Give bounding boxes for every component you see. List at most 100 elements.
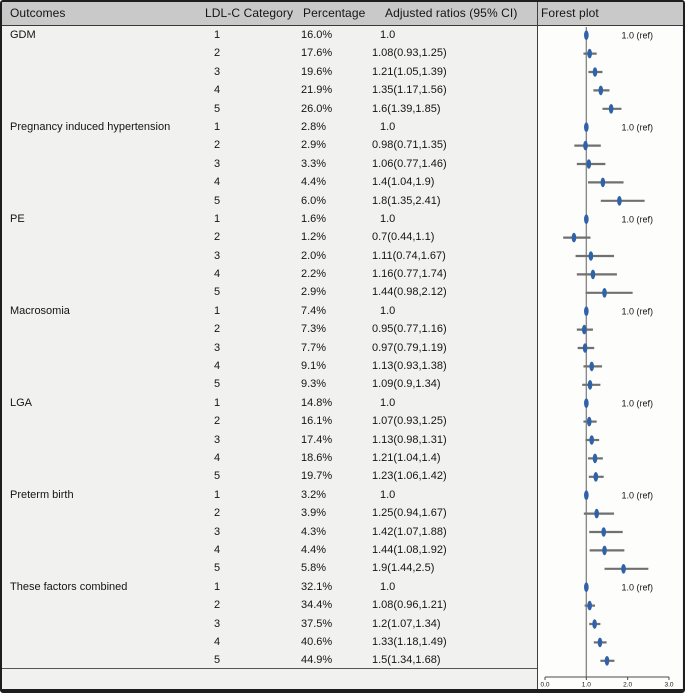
table-row: 2 16.1% 1.07(0.93,1.25) [2,412,537,430]
adjusted-ratio-value: 0.98(0.71,1.35) [372,139,447,152]
percentage-value: 18.6% [301,451,333,464]
estimate-marker [593,472,599,482]
forest-plot: 1.0 (ref) 1.0 (ref) 1.0 (ref) 1.0 (ref) 1.0 … [537,2,682,689]
estimate-marker [592,619,597,629]
adjusted-ratio-value: 1.0 [380,120,396,133]
ref-label: 1.0 (ref) [621,491,653,501]
estimate-marker [581,324,587,335]
adjusted-ratio-value: 1.35(1.17,1.56) [372,84,447,97]
table-row: 3 4.3% 1.42(1.07,1.88) [2,523,537,541]
table-row: 4 4.4% 1.44(1.08,1.92) [2,541,537,559]
percentage-value: 9.3% [301,378,327,391]
outcome-label: LGA [10,396,33,409]
col-header-percentage: Percentage [303,6,366,20]
percentage-value: 3.2% [301,488,327,501]
ref-marker [584,30,589,40]
ldlc-category-value: 3 [214,617,221,630]
estimate-marker [582,343,588,353]
table-row: PE 1 1.6% 1.0 [2,210,537,228]
ldlc-category-value: 2 [214,47,221,60]
adjusted-ratio-value: 1.0 [380,396,396,409]
percentage-value: 32.1% [301,580,333,593]
percentage-value: 7.3% [301,323,327,336]
ldlc-category-value: 5 [214,102,221,115]
outcome-label: These factors combined [10,580,128,593]
ldlc-category-value: 2 [214,415,221,428]
adjusted-ratio-value: 1.08(0.96,1.21) [372,599,447,612]
adjusted-ratio-value: 1.5(1.34,1.68) [372,654,441,667]
estimate-marker [587,380,593,390]
table-row: 4 21.9% 1.35(1.17,1.56) [2,81,537,99]
percentage-value: 44.9% [301,654,333,667]
ldlc-category-value: 3 [214,433,221,446]
adjusted-ratio-value: 0.95(0.77,1.16) [372,323,447,336]
ldlc-category-value: 1 [214,488,221,501]
adjusted-ratio-value: 1.07(0.93,1.25) [372,415,447,428]
table-row: 2 17.6% 1.08(0.93,1.25) [2,44,537,62]
col-header-ldlc-category: LDL-C Category [205,6,294,20]
ldlc-category-value: 4 [214,84,221,97]
ldlc-category-value: 4 [214,543,221,556]
percentage-value: 2.8% [301,120,327,133]
ldlc-category-value: 1 [214,580,221,593]
table-row: 4 9.1% 1.13(0.93,1.38) [2,357,537,375]
ldlc-category-value: 1 [214,396,221,409]
estimate-marker [571,232,577,243]
ldlc-category-value: 1 [214,304,221,317]
percentage-value: 3.9% [301,507,327,520]
percentage-value: 19.7% [301,470,333,483]
percentage-value: 3.3% [301,157,327,170]
estimate-marker [592,453,598,464]
table-row: Pregnancy induced hypertension 1 2.8% 1.0 [2,118,537,136]
ldlc-category-value: 5 [214,654,221,667]
adjusted-ratio-value: 0.97(0.79,1.19) [372,341,447,354]
x-tick-label: 3.0 [664,682,673,689]
adjusted-ratio-value: 1.11(0.74,1.67) [372,249,446,262]
percentage-value: 2.0% [301,249,327,262]
percentage-value: 4.4% [301,543,327,556]
table-row: GDM 1 16.0% 1.0 [2,26,537,44]
table-row: 2 3.9% 1.25(0.94,1.67) [2,504,537,522]
ldlc-category-value: 1 [214,29,221,41]
ref-marker [584,122,589,132]
ref-marker [584,582,589,592]
percentage-value: 1.6% [301,212,327,225]
ldlc-category-value: 4 [214,268,221,281]
percentage-value: 37.5% [301,617,333,630]
table-row: 3 2.0% 1.11(0.74,1.67) [2,247,537,265]
adjusted-ratio-value: 1.6(1.39,1.85) [372,102,441,115]
x-tick-label: 2.0 [623,682,632,689]
adjusted-ratio-value: 1.44(1.08,1.92) [372,543,447,556]
ref-marker [584,398,589,409]
ldlc-category-value: 4 [214,176,221,189]
table-bottom-border [2,668,537,669]
table-row: 4 4.4% 1.4(1.04,1.9) [2,173,537,191]
plot-background [538,26,682,689]
percentage-value: 7.7% [301,341,327,354]
ldlc-category-value: 3 [214,157,221,170]
adjusted-ratio-value: 1.8(1.35,2.41) [372,194,441,207]
estimate-marker [601,527,606,537]
adjusted-ratio-value: 1.21(1.04,1.4) [372,451,441,464]
table-row: 2 2.9% 0.98(0.71,1.35) [2,136,537,154]
estimate-marker [587,600,592,611]
percentage-value: 40.6% [301,635,333,648]
estimate-marker [586,159,592,169]
ref-label: 1.0 (ref) [621,123,653,133]
adjusted-ratio-value: 1.09(0.9,1.34) [372,378,441,391]
table-row: 5 26.0% 1.6(1.39,1.85) [2,100,537,118]
estimate-marker [586,416,592,427]
percentage-value: 14.8% [301,396,333,409]
ldlc-category-value: 3 [214,249,221,262]
percentage-value: 21.9% [301,84,333,97]
table-row: 3 7.7% 0.97(0.79,1.19) [2,339,537,357]
table-row: 3 37.5% 1.2(1.07,1.34) [2,615,537,633]
ldlc-category-value: 2 [214,323,221,336]
adjusted-ratio-value: 1.23(1.06,1.42) [372,470,447,483]
outcome-label: GDM [10,29,36,41]
col-header-outcomes: Outcomes [10,6,66,20]
ldlc-category-value: 5 [214,286,221,299]
adjusted-ratio-value: 1.13(0.98,1.31) [372,433,447,446]
ldlc-category-value: 2 [214,599,221,612]
